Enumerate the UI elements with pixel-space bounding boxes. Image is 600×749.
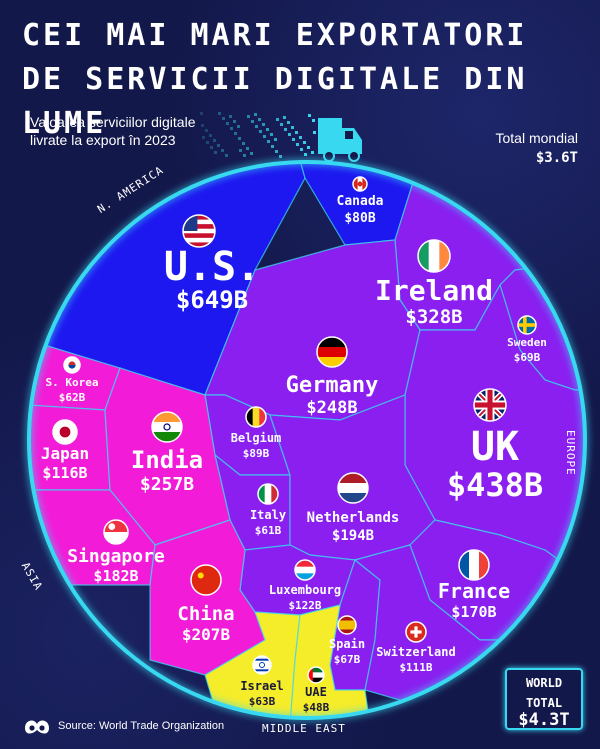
label-ireland: Ireland$328B — [375, 239, 493, 328]
label-germany: Germany$248B — [286, 336, 379, 418]
label-uae: UAE $48B — [303, 666, 330, 714]
country-value: $89B — [243, 447, 270, 460]
region-label-middle-east: MIDDLE EAST — [262, 722, 346, 735]
label-france: France$170B — [438, 549, 510, 621]
country-name: Belgium — [231, 431, 282, 445]
spain-flag-icon — [337, 615, 357, 635]
israel-flag-icon — [252, 655, 272, 675]
country-value: $80B — [344, 211, 375, 226]
label-s-korea: S. Korea $62B — [46, 356, 99, 404]
label-netherlands: Netherlands $194B — [307, 472, 400, 544]
korea-flag-icon — [63, 356, 81, 374]
country-name: UAE — [305, 685, 327, 699]
label-u-s: U.S.$649B — [164, 214, 260, 314]
total-mondial-value: $3.6T — [535, 150, 578, 166]
label-switzerland: Switzerland $111B — [376, 621, 456, 674]
country-value: $62B — [59, 391, 86, 404]
country-name: UK — [471, 424, 519, 470]
label-italy: Italy $61B — [250, 483, 286, 537]
publisher-logo-icon — [25, 720, 49, 734]
country-name: Japan — [41, 444, 89, 463]
region-label-europe: EUROPE — [564, 430, 577, 476]
country-value: $69B — [514, 351, 541, 364]
country-name: Luxembourg — [269, 583, 341, 597]
switzerland-flag-icon — [405, 621, 427, 643]
country-value: $122B — [288, 599, 321, 612]
total-mondial: Total mondial $3.6T — [496, 128, 579, 168]
country-value: $63B — [249, 695, 276, 708]
label-belgium: Belgium $89B — [231, 406, 282, 460]
label-spain: Spain $67B — [329, 615, 365, 666]
us-flag-icon — [182, 214, 216, 248]
country-name: China — [177, 603, 234, 625]
country-value: $111B — [399, 661, 432, 674]
label-uk: UK$438B — [447, 388, 543, 504]
india-flag-icon — [151, 411, 183, 443]
country-value: $207B — [182, 625, 231, 644]
uae-flag-icon — [307, 666, 325, 684]
singapore-flag-icon — [103, 519, 129, 545]
chart-outline — [27, 160, 587, 720]
label-luxembourg: Luxembourg $122B — [269, 559, 341, 612]
label-canada: Canada $80B — [337, 176, 384, 226]
country-name: India — [131, 446, 203, 474]
country-value: $170B — [451, 603, 496, 621]
sweden-flag-icon — [517, 315, 537, 335]
italy-flag-icon — [257, 483, 279, 505]
france-flag-icon — [458, 549, 490, 581]
country-name: Sweden — [507, 336, 547, 349]
label-sweden: Sweden $69B — [507, 315, 547, 364]
world-total-line2: TOTAL — [525, 696, 563, 710]
uk-flag-icon — [473, 388, 507, 422]
country-value: $649B — [176, 286, 248, 314]
country-name: S. Korea — [46, 376, 99, 389]
source-note: Source: World Trade Organization — [58, 720, 225, 732]
country-name: Ireland — [375, 274, 493, 307]
label-china: China$207B — [177, 564, 235, 644]
country-value: $182B — [93, 567, 138, 585]
country-value: $116B — [42, 464, 87, 482]
country-value: $194B — [332, 528, 374, 544]
label-singapore: Singapore$182B — [67, 519, 165, 585]
truck-icon — [200, 112, 362, 162]
world-total-line1: WORLD — [525, 676, 563, 690]
country-name: Netherlands — [307, 510, 400, 526]
country-value: $328B — [405, 306, 462, 328]
country-value: $48B — [303, 701, 330, 714]
country-name: Singapore — [67, 546, 165, 567]
country-name: Switzerland — [376, 645, 455, 659]
world-total-box: WORLD TOTAL $4.3T — [505, 668, 583, 730]
country-name: Canada — [337, 194, 384, 209]
country-name: U.S. — [164, 244, 260, 290]
country-name: France — [438, 579, 510, 603]
country-name: Germany — [286, 373, 379, 398]
chart-subtitle: Valoarea serviciilor digitale livrate la… — [30, 114, 196, 148]
luxembourg-flag-icon — [294, 559, 316, 581]
page-title: CEI MAI MARI EXPORTATORI DE SERVICII DIG… — [22, 18, 528, 141]
country-value: $67B — [334, 653, 361, 666]
country-name: Italy — [250, 508, 286, 522]
country-name: Israel — [240, 679, 283, 693]
total-mondial-label: Total mondial — [495, 130, 579, 146]
country-value: $257B — [140, 474, 194, 495]
country-value: $248B — [306, 398, 357, 418]
belgium-flag-icon — [245, 406, 267, 428]
country-name: Spain — [329, 637, 365, 651]
japan-flag-icon — [52, 419, 78, 445]
netherlands-flag-icon — [337, 472, 369, 504]
country-value: $438B — [447, 466, 543, 504]
ireland-flag-icon — [417, 239, 451, 273]
label-india: India$257B — [131, 411, 203, 495]
world-total-value: $4.3T — [518, 710, 570, 730]
label-israel: Israel $63B — [240, 655, 284, 708]
germany-flag-icon — [316, 336, 348, 368]
label-japan: Japan$116B — [41, 419, 89, 482]
china-flag-icon — [190, 564, 222, 596]
cell-uae — [289, 604, 371, 718]
country-value: $61B — [255, 524, 282, 537]
canada-flag-icon — [352, 176, 368, 192]
